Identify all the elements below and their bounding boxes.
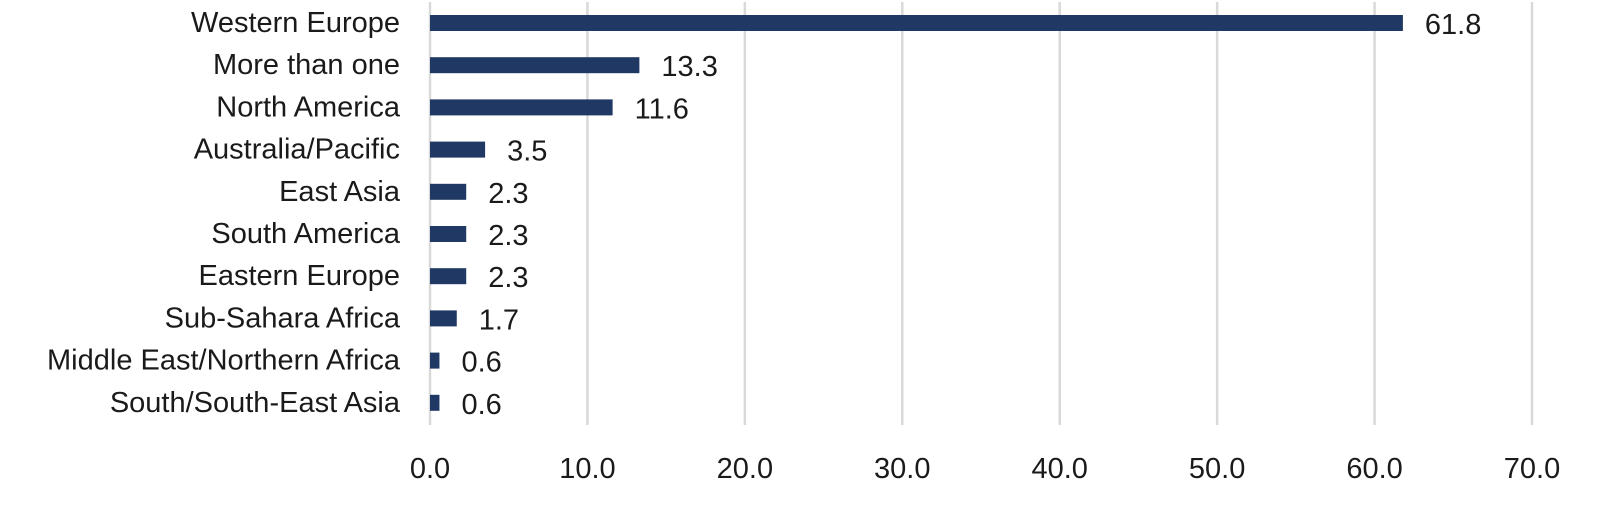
x-tick-label: 50.0 <box>1189 453 1245 485</box>
data-label: 2.3 <box>488 178 528 210</box>
category-label: South/South-East Asia <box>110 387 401 419</box>
category-label: South America <box>211 218 400 250</box>
category-label: Eastern Europe <box>198 260 400 292</box>
category-label: Western Europe <box>191 7 400 39</box>
data-label: 2.3 <box>488 220 528 252</box>
x-tick-label: 60.0 <box>1346 453 1402 485</box>
bar <box>430 226 467 242</box>
x-tick-label: 30.0 <box>874 453 930 485</box>
category-label: More than one <box>213 49 400 81</box>
x-tick-label: 20.0 <box>717 453 773 485</box>
data-label: 13.3 <box>661 51 717 83</box>
bar <box>430 15 1403 31</box>
x-tick-label: 40.0 <box>1031 453 1087 485</box>
data-label: 2.3 <box>488 262 528 294</box>
category-label: Middle East/Northern Africa <box>47 345 401 377</box>
category-labels: Western Europe More than one North America… <box>47 7 401 419</box>
bar <box>430 141 486 158</box>
data-label: 11.6 <box>635 93 689 125</box>
bar <box>430 57 640 74</box>
bars <box>430 15 1403 411</box>
data-label: 3.5 <box>507 136 547 168</box>
data-label: 1.7 <box>479 304 519 336</box>
x-tick-label: 10.0 <box>559 453 615 485</box>
x-tick-label: 70.0 <box>1504 453 1560 485</box>
bar <box>430 352 440 369</box>
category-label: North America <box>216 91 401 123</box>
data-label: 0.6 <box>461 389 501 421</box>
category-label: East Asia <box>279 176 401 208</box>
bar <box>430 99 613 116</box>
bar <box>430 183 467 200</box>
bar <box>430 268 467 285</box>
bar <box>430 310 457 327</box>
category-label: Sub-Sahara Africa <box>165 302 401 334</box>
bar <box>430 394 440 411</box>
category-label: Australia/Pacific <box>194 134 400 166</box>
data-label: 61.8 <box>1425 9 1481 41</box>
x-tick-label: 0.0 <box>410 453 450 485</box>
value-labels: 61.8 13.3 11.6 3.5 2.3 2.3 2.3 1.7 0.6 0.6 <box>461 9 1481 421</box>
data-label: 0.6 <box>461 347 501 379</box>
x-axis-tick-labels: 0.0 10.0 20.0 30.0 40.0 50.0 60.0 70.0 <box>410 453 1560 485</box>
